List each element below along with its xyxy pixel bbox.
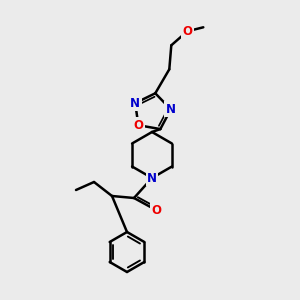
Text: N: N bbox=[130, 97, 140, 110]
Text: N: N bbox=[166, 103, 176, 116]
Text: O: O bbox=[151, 203, 161, 217]
Text: O: O bbox=[182, 25, 192, 38]
Text: O: O bbox=[133, 119, 143, 132]
Text: N: N bbox=[147, 172, 157, 184]
